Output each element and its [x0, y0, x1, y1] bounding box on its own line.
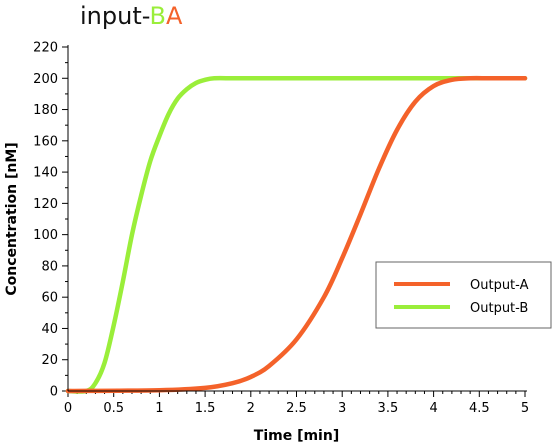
y-tick-label: 0 [50, 385, 58, 400]
y-tick-label: 80 [41, 259, 58, 274]
x-tick-label: 5 [521, 401, 529, 416]
x-tick-label: 1 [155, 401, 163, 416]
x-tick-label: 4.5 [469, 401, 490, 416]
legend-label-output-b: Output-B [470, 301, 528, 316]
y-tick-label: 60 [41, 291, 58, 306]
legend: Output-A Output-B [375, 261, 552, 329]
x-tick-label: 2.5 [286, 401, 307, 416]
y-tick-label: 180 [33, 103, 58, 118]
title-letter-b: B [149, 2, 167, 30]
y-tick-label: 40 [41, 322, 58, 337]
x-tick-label: 3 [338, 401, 346, 416]
chart-title: input-BA [80, 2, 182, 30]
legend-label-output-a: Output-A [470, 278, 529, 293]
legend-box [375, 261, 552, 329]
x-tick-label: 3.5 [378, 401, 399, 416]
x-tick-label: 0 [64, 401, 72, 416]
series-line-output-a [65, 75, 528, 394]
title-prefix: input- [80, 2, 150, 30]
y-tick-label: 160 [33, 134, 58, 149]
axis-ticks-group: 0 0.5 1 1.5 2 2.5 3 3.5 4 4.5 5 0 20 40 60 80 100 120 140 1… [33, 41, 529, 417]
y-tick-label: 20 [41, 353, 58, 368]
series-line-output-b [65, 75, 528, 394]
y-tick-label: 220 [33, 41, 58, 56]
series-group [65, 75, 528, 394]
x-tick-label: 1.5 [195, 401, 216, 416]
y-tick-label: 200 [33, 72, 58, 87]
y-axis-label: Concentration [nM] [4, 142, 20, 295]
x-axis-label: Time [min] [254, 428, 339, 444]
y-tick-label: 120 [33, 197, 58, 212]
y-tick-label: 140 [33, 166, 58, 181]
title-letter-a: A [166, 2, 183, 30]
x-tick-label: 4 [429, 401, 437, 416]
x-tick-label: 2 [247, 401, 255, 416]
y-tick-label: 100 [33, 228, 58, 243]
x-tick-label: 0.5 [103, 401, 124, 416]
